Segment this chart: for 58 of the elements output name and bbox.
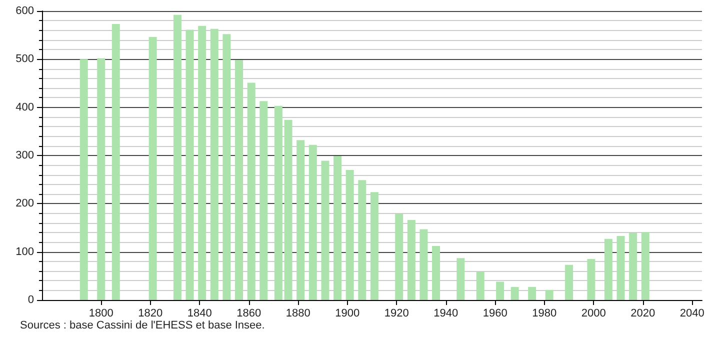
bar xyxy=(587,259,596,300)
bar xyxy=(148,37,157,300)
bar xyxy=(97,58,106,300)
bar xyxy=(565,264,574,300)
bar xyxy=(616,236,625,300)
bar xyxy=(476,272,484,300)
x-tick-label: 1980 xyxy=(532,308,557,320)
y-tick-label: 300 xyxy=(16,150,34,162)
x-tick-label: 2040 xyxy=(680,308,704,320)
bar xyxy=(432,246,440,300)
x-tick-label: 1800 xyxy=(88,308,114,320)
bar xyxy=(80,59,88,300)
bar xyxy=(407,220,416,300)
x-tick-label: 2000 xyxy=(581,308,606,320)
x-tick-label: 2020 xyxy=(630,308,656,320)
y-tick-label: 400 xyxy=(16,101,34,114)
bar xyxy=(641,232,650,300)
bar xyxy=(308,144,317,300)
bar xyxy=(496,282,504,300)
bar xyxy=(370,192,378,300)
bar xyxy=(186,30,194,300)
bar xyxy=(395,214,404,300)
x-tick-label: 1920 xyxy=(384,308,409,320)
bar xyxy=(173,14,182,300)
bar xyxy=(629,233,638,300)
x-tick-label: 1820 xyxy=(138,308,163,320)
bar xyxy=(334,156,342,300)
bar xyxy=(274,106,282,300)
bar xyxy=(198,26,206,300)
y-tick-label: 0 xyxy=(28,294,34,306)
bar xyxy=(604,238,612,300)
bar xyxy=(346,170,354,300)
bar xyxy=(420,229,428,300)
y-tick-label: 500 xyxy=(16,53,34,66)
x-tick-label: 1940 xyxy=(434,308,458,320)
bar xyxy=(222,34,231,300)
bar xyxy=(528,286,536,300)
bar xyxy=(456,258,465,300)
x-tick-label: 1880 xyxy=(286,308,310,320)
bar xyxy=(321,160,330,300)
bar xyxy=(296,140,305,300)
bar xyxy=(260,101,268,300)
x-tick-label: 1840 xyxy=(187,308,212,320)
bar xyxy=(210,28,218,300)
y-tick-label: 600 xyxy=(16,5,34,17)
x-tick-label: 1860 xyxy=(236,308,262,320)
x-tick-label: 1960 xyxy=(482,308,508,320)
x-tick-label: 1900 xyxy=(335,308,360,320)
y-tick-label: 200 xyxy=(16,198,34,210)
bar xyxy=(284,120,292,300)
bar xyxy=(235,60,244,300)
bar xyxy=(112,24,120,300)
source-note: Sources : base Cassini de l'EHESS et base Insee. xyxy=(20,320,265,332)
bar xyxy=(247,82,256,300)
y-tick-label: 100 xyxy=(16,246,34,258)
bar xyxy=(545,290,554,300)
bar xyxy=(358,180,366,300)
bar xyxy=(510,286,519,300)
